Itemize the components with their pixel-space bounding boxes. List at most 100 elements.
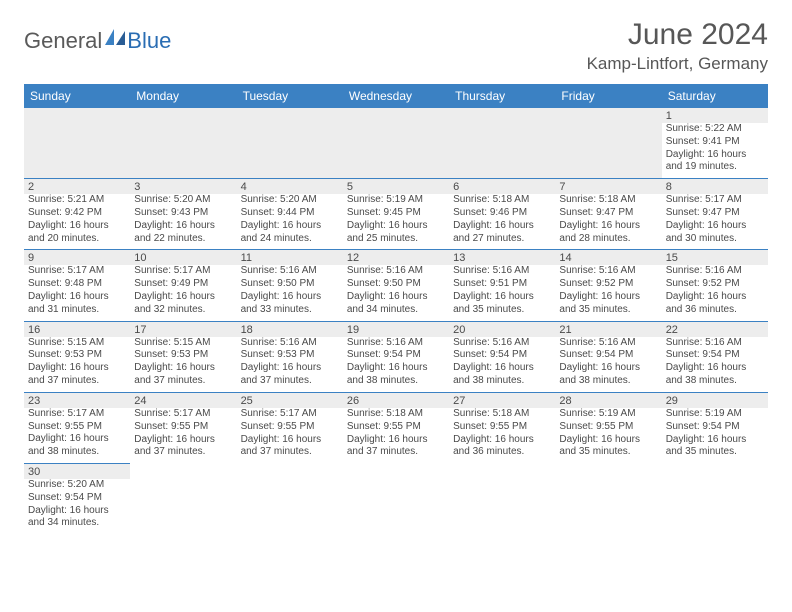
logo: General Blue — [24, 18, 171, 54]
day-number-21: 21 — [555, 321, 661, 337]
day-number-26: 26 — [343, 392, 449, 408]
logo-text-blue: Blue — [127, 28, 171, 54]
empty-cell — [449, 108, 555, 123]
day-number-7: 7 — [555, 179, 661, 195]
day-info-24: Sunrise: 5:17 AMSunset: 9:55 PMDaylight:… — [130, 408, 236, 464]
week-5-info: Sunrise: 5:20 AMSunset: 9:54 PMDaylight:… — [24, 479, 768, 534]
day-info-26: Sunrise: 5:18 AMSunset: 9:55 PMDaylight:… — [343, 408, 449, 464]
day-info-4: Sunrise: 5:20 AMSunset: 9:44 PMDaylight:… — [237, 194, 343, 250]
week-1-numbers: 2345678 — [24, 179, 768, 195]
day-header-thursday: Thursday — [449, 84, 555, 108]
empty-cell — [449, 479, 555, 534]
empty-cell — [343, 479, 449, 534]
day-number-24: 24 — [130, 392, 236, 408]
day-info-15: Sunrise: 5:16 AMSunset: 9:52 PMDaylight:… — [662, 265, 768, 321]
empty-cell — [555, 479, 661, 534]
day-info-14: Sunrise: 5:16 AMSunset: 9:52 PMDaylight:… — [555, 265, 661, 321]
week-4-numbers: 23242526272829 — [24, 392, 768, 408]
day-header-sunday: Sunday — [24, 84, 130, 108]
empty-cell — [343, 463, 449, 479]
day-number-2: 2 — [24, 179, 130, 195]
week-3-numbers: 16171819202122 — [24, 321, 768, 337]
empty-cell — [24, 108, 130, 123]
empty-cell — [449, 123, 555, 179]
day-number-29: 29 — [662, 392, 768, 408]
week-2-numbers: 9101112131415 — [24, 250, 768, 266]
calendar-table: SundayMondayTuesdayWednesdayThursdayFrid… — [24, 84, 768, 534]
day-info-10: Sunrise: 5:17 AMSunset: 9:49 PMDaylight:… — [130, 265, 236, 321]
day-info-22: Sunrise: 5:16 AMSunset: 9:54 PMDaylight:… — [662, 337, 768, 393]
week-0-numbers: 1 — [24, 108, 768, 123]
day-header-row: SundayMondayTuesdayWednesdayThursdayFrid… — [24, 84, 768, 108]
empty-cell — [343, 108, 449, 123]
empty-cell — [555, 123, 661, 179]
logo-text-general: General — [24, 28, 102, 54]
day-info-8: Sunrise: 5:17 AMSunset: 9:47 PMDaylight:… — [662, 194, 768, 250]
empty-cell — [130, 123, 236, 179]
day-number-19: 19 — [343, 321, 449, 337]
day-header-wednesday: Wednesday — [343, 84, 449, 108]
day-info-30: Sunrise: 5:20 AMSunset: 9:54 PMDaylight:… — [24, 479, 130, 534]
week-4-info: Sunrise: 5:17 AMSunset: 9:55 PMDaylight:… — [24, 408, 768, 464]
title-block: June 2024 Kamp-Lintfort, Germany — [587, 18, 768, 74]
empty-cell — [237, 463, 343, 479]
day-number-20: 20 — [449, 321, 555, 337]
week-1-info: Sunrise: 5:21 AMSunset: 9:42 PMDaylight:… — [24, 194, 768, 250]
calendar-body: 1 Sunrise: 5:22 AMSunset: 9:41 PMDayligh… — [24, 108, 768, 534]
empty-cell — [662, 479, 768, 534]
header: General Blue June 2024 Kamp-Lintfort, Ge… — [24, 18, 768, 74]
day-number-30: 30 — [24, 463, 130, 479]
empty-cell — [555, 108, 661, 123]
day-info-17: Sunrise: 5:15 AMSunset: 9:53 PMDaylight:… — [130, 337, 236, 393]
day-info-21: Sunrise: 5:16 AMSunset: 9:54 PMDaylight:… — [555, 337, 661, 393]
day-number-12: 12 — [343, 250, 449, 266]
day-info-6: Sunrise: 5:18 AMSunset: 9:46 PMDaylight:… — [449, 194, 555, 250]
day-number-18: 18 — [237, 321, 343, 337]
day-number-1: 1 — [662, 108, 768, 123]
day-number-11: 11 — [237, 250, 343, 266]
day-info-27: Sunrise: 5:18 AMSunset: 9:55 PMDaylight:… — [449, 408, 555, 464]
day-number-9: 9 — [24, 250, 130, 266]
day-info-13: Sunrise: 5:16 AMSunset: 9:51 PMDaylight:… — [449, 265, 555, 321]
empty-cell — [130, 479, 236, 534]
day-info-19: Sunrise: 5:16 AMSunset: 9:54 PMDaylight:… — [343, 337, 449, 393]
day-number-16: 16 — [24, 321, 130, 337]
empty-cell — [24, 123, 130, 179]
empty-cell — [237, 123, 343, 179]
day-info-28: Sunrise: 5:19 AMSunset: 9:55 PMDaylight:… — [555, 408, 661, 464]
week-0-info: Sunrise: 5:22 AMSunset: 9:41 PMDaylight:… — [24, 123, 768, 179]
day-number-27: 27 — [449, 392, 555, 408]
empty-cell — [237, 479, 343, 534]
week-3-info: Sunrise: 5:15 AMSunset: 9:53 PMDaylight:… — [24, 337, 768, 393]
day-info-29: Sunrise: 5:19 AMSunset: 9:54 PMDaylight:… — [662, 408, 768, 464]
day-number-8: 8 — [662, 179, 768, 195]
day-number-22: 22 — [662, 321, 768, 337]
day-info-25: Sunrise: 5:17 AMSunset: 9:55 PMDaylight:… — [237, 408, 343, 464]
day-info-7: Sunrise: 5:18 AMSunset: 9:47 PMDaylight:… — [555, 194, 661, 250]
day-number-14: 14 — [555, 250, 661, 266]
empty-cell — [449, 463, 555, 479]
day-info-23: Sunrise: 5:17 AMSunset: 9:55 PMDaylight:… — [24, 408, 130, 464]
day-number-6: 6 — [449, 179, 555, 195]
week-5-numbers: 30 — [24, 463, 768, 479]
day-number-25: 25 — [237, 392, 343, 408]
page-title: June 2024 — [587, 18, 768, 52]
day-number-10: 10 — [130, 250, 236, 266]
day-header-saturday: Saturday — [662, 84, 768, 108]
day-info-9: Sunrise: 5:17 AMSunset: 9:48 PMDaylight:… — [24, 265, 130, 321]
day-number-13: 13 — [449, 250, 555, 266]
day-number-28: 28 — [555, 392, 661, 408]
day-info-18: Sunrise: 5:16 AMSunset: 9:53 PMDaylight:… — [237, 337, 343, 393]
day-info-3: Sunrise: 5:20 AMSunset: 9:43 PMDaylight:… — [130, 194, 236, 250]
day-info-1: Sunrise: 5:22 AMSunset: 9:41 PMDaylight:… — [662, 123, 768, 179]
day-number-3: 3 — [130, 179, 236, 195]
day-number-4: 4 — [237, 179, 343, 195]
week-2-info: Sunrise: 5:17 AMSunset: 9:48 PMDaylight:… — [24, 265, 768, 321]
day-number-5: 5 — [343, 179, 449, 195]
day-header-monday: Monday — [130, 84, 236, 108]
day-info-16: Sunrise: 5:15 AMSunset: 9:53 PMDaylight:… — [24, 337, 130, 393]
day-info-11: Sunrise: 5:16 AMSunset: 9:50 PMDaylight:… — [237, 265, 343, 321]
day-info-5: Sunrise: 5:19 AMSunset: 9:45 PMDaylight:… — [343, 194, 449, 250]
day-info-12: Sunrise: 5:16 AMSunset: 9:50 PMDaylight:… — [343, 265, 449, 321]
empty-cell — [343, 123, 449, 179]
